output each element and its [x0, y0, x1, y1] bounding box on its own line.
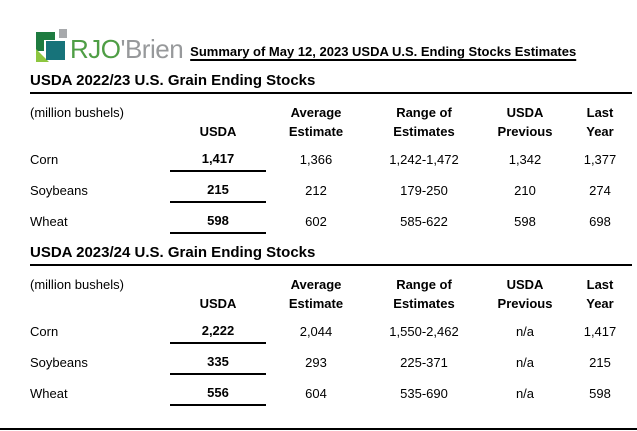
table-row-soybeans: Soybeans 215 212 179-250 210 274	[30, 171, 632, 203]
last-year-value: 698	[589, 214, 611, 229]
range-of-estimates-value: 585-622	[400, 214, 448, 229]
average-estimate-value: 602	[305, 214, 327, 229]
page-bottom-rule	[0, 428, 637, 430]
commodity-label: Soybeans	[30, 183, 88, 198]
col-header-usda: USDA	[199, 124, 237, 139]
last-year-value: 598	[589, 386, 611, 401]
unit-label: (million bushels)	[30, 277, 124, 292]
table-row-corn: Corn 2,222 2,044 1,550-2,462 n/a 1,417	[30, 313, 632, 344]
report-body: USDA 2022/23 U.S. Grain Ending Stocks (m…	[0, 71, 637, 406]
last-year-value: 1,417	[583, 324, 617, 339]
usda-previous-value: n/a	[515, 324, 535, 339]
usda-value: 1,417	[170, 141, 266, 172]
range-of-estimates-value: 1,550-2,462	[389, 324, 459, 339]
stocks-table-2022-23: (million bushels) USDA Average Estimate …	[30, 94, 632, 234]
range-of-estimates-value: 535-690	[400, 386, 448, 401]
table-row-soybeans: Soybeans 335 293 225-371 n/a 215	[30, 343, 632, 375]
usda-previous-value: n/a	[515, 355, 535, 370]
logo-text-brien: 'Brien	[120, 34, 184, 64]
usda-previous-value: n/a	[515, 386, 535, 401]
range-of-estimates-value: 1,242-1,472	[389, 152, 459, 167]
rjobrien-logo: RJO'Brien	[36, 29, 184, 64]
commodity-label: Corn	[30, 324, 59, 339]
col-header-usda-previous: USDA Previous	[497, 277, 553, 311]
commodity-label: Corn	[30, 152, 59, 167]
average-estimate-value: 212	[305, 183, 327, 198]
page-title: Summary of May 12, 2023 USDA U.S. Ending…	[190, 44, 577, 59]
usda-previous-value: 210	[514, 183, 536, 198]
last-year-value: 215	[589, 355, 611, 370]
usda-value: 598	[170, 202, 266, 234]
average-estimate-value: 293	[305, 355, 327, 370]
usda-previous-value: 598	[514, 214, 536, 229]
commodity-label: Soybeans	[30, 355, 88, 370]
average-estimate-value: 1,366	[299, 152, 333, 167]
header-row: (million bushels) USDA Average Estimate …	[30, 94, 632, 141]
section-title-2023-24: USDA 2023/24 U.S. Grain Ending Stocks	[30, 243, 632, 266]
table-row-wheat: Wheat 598 602 585-622 598 698	[30, 202, 632, 234]
stocks-table-2023-24: (million bushels) USDA Average Estimate …	[30, 266, 632, 406]
last-year-value: 274	[589, 183, 611, 198]
col-header-last-year: Last Year	[586, 105, 614, 139]
unit-label: (million bushels)	[30, 105, 124, 120]
col-header-range-of-estimates: Range of Estimates	[393, 105, 455, 139]
col-header-average-estimate: Average Estimate	[288, 105, 344, 139]
logo-text-rjo: RJO	[70, 34, 121, 64]
usda-value: 215	[170, 171, 266, 203]
col-header-usda: USDA	[199, 296, 237, 311]
logo-text: RJO'Brien	[70, 34, 184, 64]
usda-value: 335	[170, 343, 266, 375]
rjobrien-logo-mark-icon	[36, 29, 67, 62]
col-header-unit: (million bushels)	[30, 94, 170, 141]
report-header: RJO'Brien Summary of May 12, 2023 USDA U…	[0, 0, 637, 62]
range-of-estimates-value: 225-371	[400, 355, 448, 370]
col-header-unit: (million bushels)	[30, 266, 170, 313]
col-header-average-estimate: Average Estimate	[288, 277, 344, 311]
commodity-label: Wheat	[30, 386, 68, 401]
col-header-last-year: Last Year	[586, 277, 614, 311]
usda-previous-value: 1,342	[508, 152, 542, 167]
usda-value: 2,222	[170, 313, 266, 344]
range-of-estimates-value: 179-250	[400, 183, 448, 198]
section-title-2022-23: USDA 2022/23 U.S. Grain Ending Stocks	[30, 71, 632, 94]
average-estimate-value: 604	[305, 386, 327, 401]
col-header-range-of-estimates: Range of Estimates	[393, 277, 455, 311]
table-row-wheat: Wheat 556 604 535-690 n/a 598	[30, 374, 632, 406]
last-year-value: 1,377	[583, 152, 617, 167]
col-header-usda-previous: USDA Previous	[497, 105, 553, 139]
usda-value: 556	[170, 374, 266, 406]
header-row: (million bushels) USDA Average Estimate …	[30, 266, 632, 313]
average-estimate-value: 2,044	[299, 324, 333, 339]
table-row-corn: Corn 1,417 1,366 1,242-1,472 1,342 1,377	[30, 141, 632, 172]
commodity-label: Wheat	[30, 214, 68, 229]
